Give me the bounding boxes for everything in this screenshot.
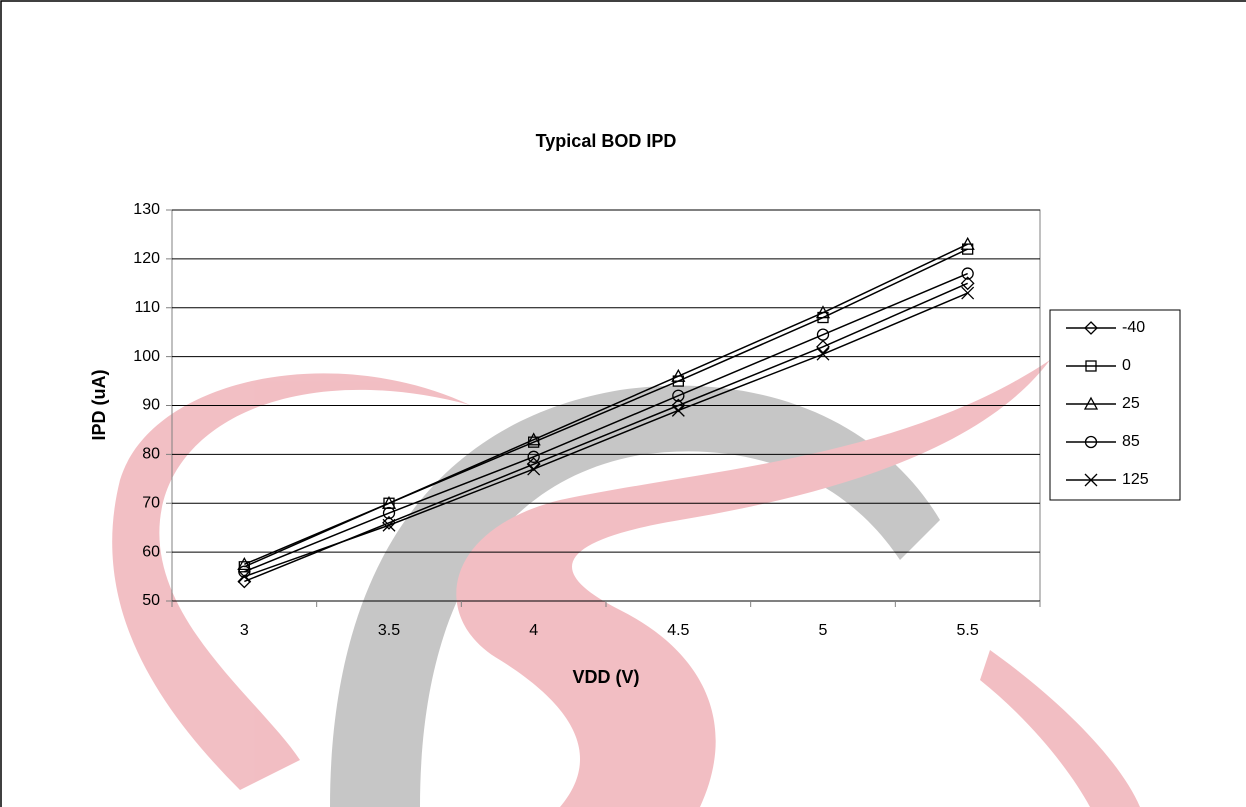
marker [526, 432, 541, 446]
marker [382, 506, 396, 520]
series-line [244, 243, 968, 566]
marker [237, 570, 251, 584]
marker [961, 286, 975, 300]
series-line [244, 272, 968, 573]
x-axis-label: VDD (V) [573, 667, 640, 687]
x-tick-label: 3 [240, 622, 249, 639]
marker [961, 267, 974, 280]
marker [381, 495, 397, 509]
x-tick-label: 5.5 [957, 622, 979, 639]
x-tick-label: 5 [819, 622, 828, 639]
y-axis-label: IPD (uA) [89, 370, 109, 441]
marker [382, 518, 396, 532]
marker [527, 450, 540, 463]
marker [671, 398, 686, 413]
marker [526, 457, 541, 472]
y-tick-label: 120 [133, 250, 160, 267]
marker [672, 389, 685, 402]
y-tick-label: 80 [142, 446, 160, 463]
legend-label: 0 [1122, 357, 1131, 374]
y-tick-label: 70 [142, 494, 160, 511]
marker [671, 368, 686, 382]
x-tick-label: 4.5 [667, 622, 689, 639]
legend-marker [1085, 360, 1097, 372]
series-line [244, 292, 968, 578]
legend-label: -40 [1122, 319, 1145, 336]
legend-label: 25 [1122, 395, 1140, 412]
legend [1049, 309, 1181, 501]
marker [527, 462, 541, 476]
legend-marker [1083, 396, 1099, 410]
marker [816, 328, 830, 341]
y-tick-label: 100 [133, 348, 160, 365]
y-tick-label: 50 [142, 592, 160, 609]
marker [960, 276, 975, 291]
marker [671, 403, 685, 417]
x-tick-label: 3.5 [378, 622, 400, 639]
legend-marker [1084, 435, 1098, 449]
y-tick-label: 90 [142, 397, 160, 414]
series-line [244, 282, 968, 583]
legend-marker [1084, 473, 1098, 487]
marker [237, 556, 252, 570]
legend-label: 85 [1122, 433, 1140, 450]
legend-marker [1084, 321, 1098, 335]
marker [815, 305, 831, 319]
y-tick-label: 60 [142, 543, 160, 560]
marker [816, 347, 830, 361]
legend-label: 125 [1122, 471, 1149, 488]
y-tick-label: 130 [133, 201, 160, 218]
watermark [112, 360, 1140, 807]
marker [237, 574, 252, 589]
marker [816, 339, 830, 354]
marker [960, 236, 975, 250]
y-tick-label: 110 [134, 299, 160, 316]
x-tick-label: 4 [529, 622, 538, 639]
chart-title: Typical BOD IPD [536, 131, 677, 151]
